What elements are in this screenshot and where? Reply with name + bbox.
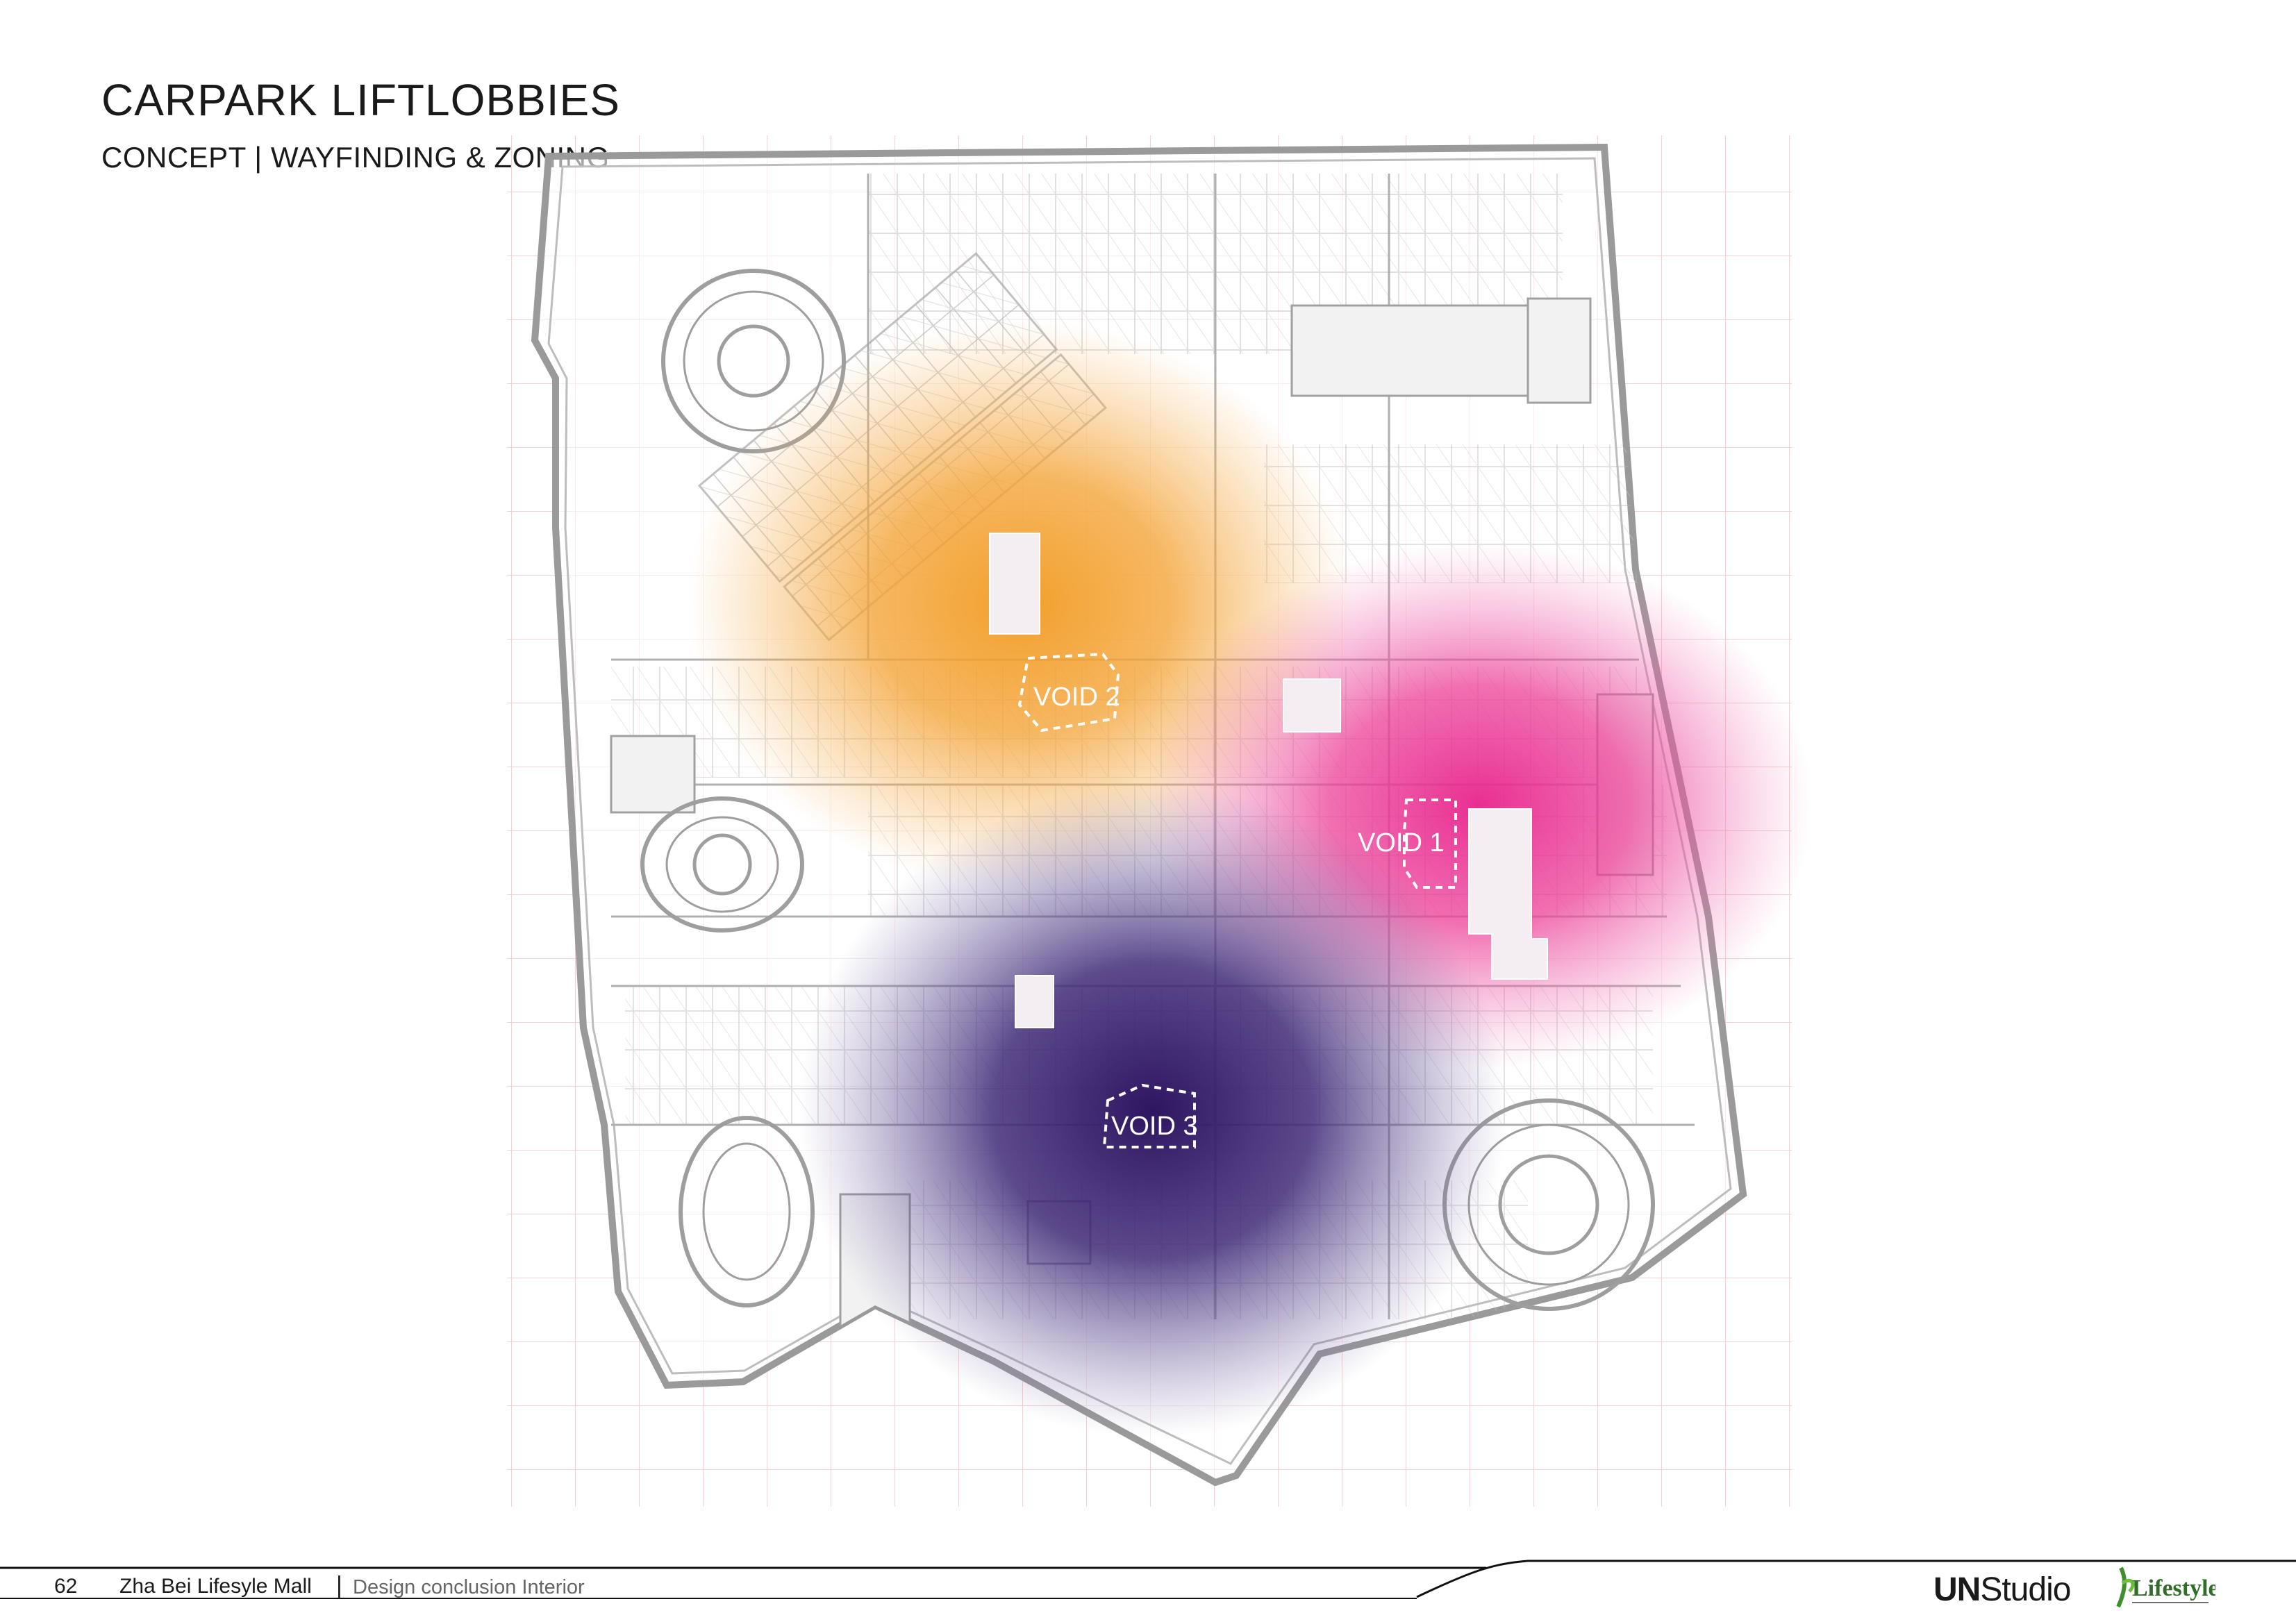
page-number: 62 — [54, 1575, 78, 1598]
lift-lobby — [1468, 808, 1548, 980]
void-3-label: VOID 3 — [1111, 1112, 1198, 1141]
lift-lobbies — [989, 533, 1548, 1028]
ramp-structures — [640, 269, 1655, 1311]
project-name: Zha Bei Lifesyle Mall — [119, 1575, 312, 1598]
void-3-outline — [1102, 1083, 1196, 1148]
footer-separator: | — [336, 1572, 342, 1598]
zone-purple-halo — [799, 785, 1507, 1437]
lifestyle-logo: Lifestyle — [2116, 1566, 2215, 1608]
svg-text:Lifestyle: Lifestyle — [2132, 1575, 2215, 1601]
footer-rule — [0, 1560, 2296, 1599]
lift-lobby — [989, 533, 1040, 635]
void-2-outline — [1017, 652, 1120, 733]
void-1-label: VOID 1 — [1358, 828, 1445, 858]
void-1-outline — [1403, 799, 1457, 889]
lift-lobby — [1283, 678, 1341, 733]
unstudio-logo: UNStudio — [1933, 1571, 2071, 1608]
footer-description: Design conclusion Interior — [353, 1576, 585, 1598]
lift-lobby — [1015, 975, 1054, 1028]
page-title: CARPARK LIFTLOBBIES — [101, 75, 620, 125]
void-2-label: VOID 2 — [1033, 683, 1120, 712]
